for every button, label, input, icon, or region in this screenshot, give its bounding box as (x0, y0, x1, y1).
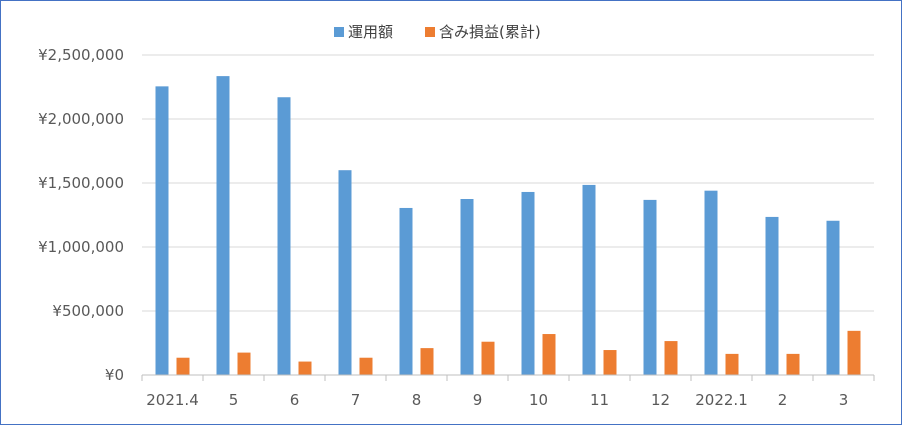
y-axis-tick-labels: ¥0 ¥500,000 ¥1,000,000 ¥1,500,000 ¥2,000,000… (38, 46, 124, 384)
bar-unrealized-pl (603, 350, 617, 375)
x-tick-label: 2021.4 (146, 391, 199, 409)
x-axis: 2021.4 5 6 7 8 9 10 11 12 2022.1 2 3 (141, 374, 875, 409)
bar-operating-amount (582, 184, 596, 375)
bar-operating-amount (399, 207, 413, 375)
legend: 運用額 含み損益(累計) (334, 23, 541, 41)
bar-unrealized-pl (542, 334, 556, 375)
bar-unrealized-pl (725, 353, 739, 375)
bars (155, 76, 861, 376)
legend-swatch (425, 27, 435, 37)
x-tick-label: 7 (351, 391, 361, 409)
x-tick-label: 11 (590, 391, 609, 409)
y-tick-label: ¥2,500,000 (38, 46, 124, 64)
bar-operating-amount (155, 86, 169, 376)
bar-unrealized-pl (786, 353, 800, 375)
bar-unrealized-pl (359, 357, 373, 375)
bar-operating-amount (460, 199, 474, 375)
bar-unrealized-pl (237, 352, 251, 375)
bar-operating-amount (704, 190, 718, 375)
legend-swatch (334, 27, 344, 37)
bar-operating-amount (216, 76, 230, 376)
x-tick-label: 8 (412, 391, 422, 409)
x-tick-label: 9 (473, 391, 483, 409)
y-tick-label: ¥500,000 (52, 302, 124, 320)
y-tick-label: ¥0 (105, 366, 124, 384)
bar-unrealized-pl (664, 341, 678, 375)
y-tick-label: ¥2,000,000 (38, 110, 124, 128)
bar-operating-amount (765, 216, 779, 375)
x-tick-label: 6 (290, 391, 300, 409)
x-tick-label: 3 (839, 391, 849, 409)
bar-unrealized-pl (481, 341, 495, 375)
bar-unrealized-pl (298, 361, 312, 375)
bar-unrealized-pl (420, 348, 434, 375)
bar-operating-amount (826, 220, 840, 375)
x-tick-label: 2022.1 (695, 391, 748, 409)
bar-operating-amount (643, 199, 657, 375)
y-tick-label: ¥1,500,000 (38, 174, 124, 192)
bar-unrealized-pl (847, 330, 861, 375)
bar-operating-amount (521, 191, 535, 375)
x-tick-label: 5 (229, 391, 239, 409)
legend-label: 含み損益(累計) (439, 23, 541, 41)
bar-operating-amount (338, 170, 352, 375)
bar-operating-amount (277, 97, 291, 376)
bar-unrealized-pl (176, 357, 190, 375)
x-tick-label: 12 (651, 391, 670, 409)
legend-label: 運用額 (348, 23, 393, 41)
gridlines (142, 54, 874, 312)
x-tick-label: 2 (778, 391, 788, 409)
y-tick-label: ¥1,000,000 (38, 238, 124, 256)
x-tick-label: 10 (529, 391, 548, 409)
